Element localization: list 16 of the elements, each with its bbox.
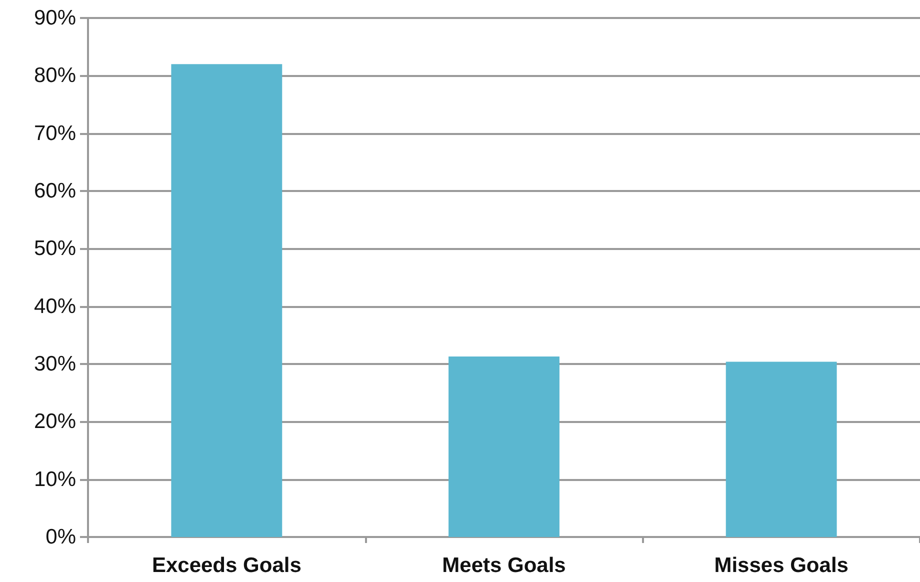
y-tick-label: 90% [34, 6, 76, 30]
y-tick-label: 70% [34, 122, 76, 145]
y-tick-label: 10% [34, 468, 76, 491]
y-tick-label: 60% [34, 180, 76, 202]
y-tick-label: 50% [34, 237, 76, 260]
x-tick-label: Misses Goals [714, 554, 848, 577]
bar [448, 356, 560, 537]
y-tick-label: 40% [34, 294, 76, 318]
bar [171, 64, 282, 537]
y-tick-label: 0% [46, 526, 76, 548]
y-tick-label: 30% [34, 352, 76, 376]
bar [726, 362, 837, 537]
x-tick-label: Exceeds Goals [152, 554, 302, 577]
y-tick-label: 20% [34, 410, 76, 434]
y-tick-label: 80% [34, 64, 76, 88]
x-tick-label: Meets Goals [442, 554, 566, 577]
